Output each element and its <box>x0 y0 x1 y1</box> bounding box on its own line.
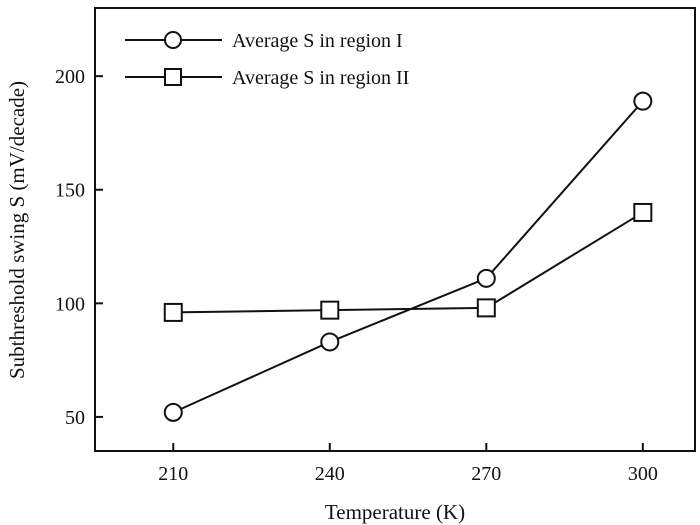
data-point-circle <box>476 268 496 288</box>
data-point-square <box>476 298 496 318</box>
x-tick-label: 240 <box>315 463 345 485</box>
legend-marker-circle <box>164 31 182 49</box>
y-tick-label: 100 <box>55 293 85 315</box>
y-tick-label: 200 <box>55 66 85 88</box>
y-tick-label: 50 <box>65 407 85 429</box>
legend-marker-square <box>164 68 182 86</box>
legend-label-region-1: Average S in region I <box>232 30 403 52</box>
x-tick-label: 270 <box>471 463 501 485</box>
y-axis-ticks: 50 100 150 200 <box>55 66 103 429</box>
data-point-square <box>163 302 183 322</box>
plot-frame <box>94 7 696 452</box>
series-layer <box>163 91 653 422</box>
data-point-circle <box>320 332 340 352</box>
x-tick-label: 210 <box>158 463 188 485</box>
y-tick-label: 150 <box>55 180 85 202</box>
x-axis-ticks: 210 240 270 300 <box>158 443 658 485</box>
data-point-square <box>320 300 340 320</box>
series-line-region-2 <box>173 211 644 314</box>
y-axis-label: Subthreshold swing S (mV/decade) <box>5 81 29 379</box>
data-point-circle <box>163 402 183 422</box>
series-line-region-1 <box>172 100 644 414</box>
x-axis-label: Temperature (K) <box>325 500 465 524</box>
legend: Average S in region I Average S in regio… <box>125 30 409 89</box>
legend-label-region-2: Average S in region II <box>232 67 409 89</box>
x-tick-label: 300 <box>628 463 658 485</box>
data-point-circle <box>633 91 653 111</box>
data-point-square <box>633 202 653 222</box>
